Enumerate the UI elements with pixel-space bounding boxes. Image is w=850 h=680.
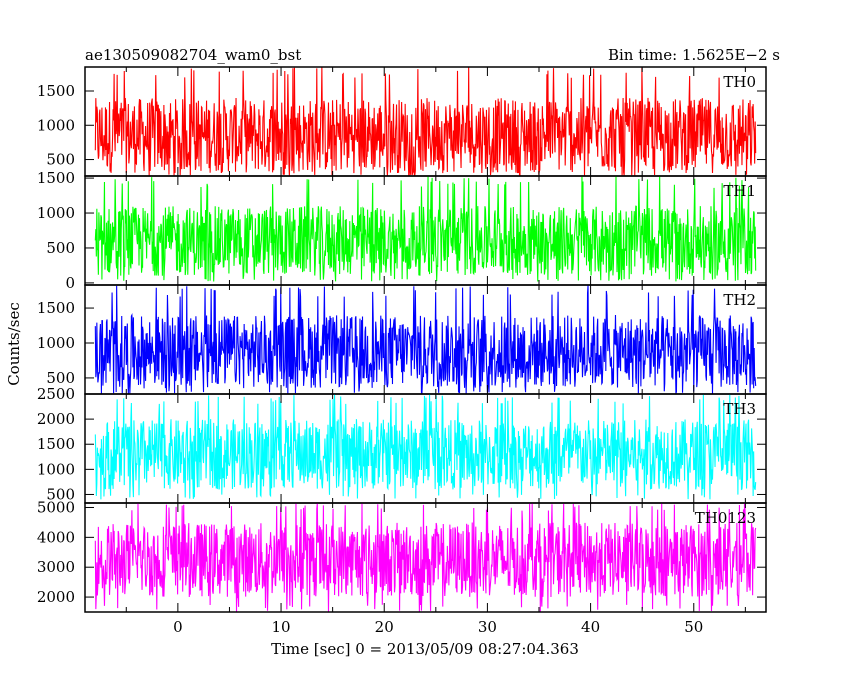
y-tick-label: 500 — [46, 151, 75, 169]
panel-th2: 500 1000 1500 TH2 — [37, 284, 767, 395]
y-tick-label: 4000 — [37, 528, 75, 546]
y-tick-label: 5000 — [37, 498, 75, 516]
y-tick-label: 1000 — [37, 460, 75, 478]
y-axis-label: Counts/sec — [5, 302, 23, 386]
y-tick-label: 1500 — [37, 299, 75, 317]
x-tick-label: 40 — [581, 618, 600, 636]
x-tick-label: 30 — [478, 618, 497, 636]
panel-frame — [84, 502, 767, 613]
panel-th0123: 2000 3000 4000 5000 TH0123 — [37, 498, 767, 613]
panel-label-th0123: TH0123 — [695, 509, 756, 527]
series-line-th2 — [94, 285, 757, 394]
x-tick-label: 10 — [271, 618, 290, 636]
panel-th3: 500 1000 1500 2000 2500 TH3 — [37, 385, 767, 504]
x-tick-label: 0 — [173, 618, 183, 636]
y-tick-label: 3000 — [37, 558, 75, 576]
panel-label-th0: TH0 — [723, 73, 756, 91]
y-tick-label: 2000 — [37, 588, 75, 606]
y-tick-label: 1500 — [37, 169, 75, 187]
panel-th1: 0 500 1000 1500 TH1 — [37, 169, 767, 292]
panel-th0: 500 1000 1500 TH0 — [37, 66, 767, 177]
y-tick-label: 2500 — [37, 385, 75, 403]
y-tick-label: 1000 — [37, 204, 75, 222]
y-tick-label: 0 — [65, 274, 75, 292]
x-tick-label: 20 — [375, 618, 394, 636]
y-tick-label: 500 — [46, 485, 75, 503]
y-tick-label: 500 — [46, 239, 75, 257]
panel-label-th3: TH3 — [723, 400, 756, 418]
series-line-th0123 — [94, 503, 757, 612]
series-line-th0 — [94, 67, 757, 176]
figure-title-left: ae130509082704_wam0_bst — [85, 46, 301, 64]
figure-title-right: Bin time: 1.5625E−2 s — [608, 46, 780, 64]
y-tick-label: 1000 — [37, 116, 75, 134]
x-tick-label: 50 — [684, 618, 703, 636]
panel-label-th1: TH1 — [723, 182, 756, 200]
series-line-th3 — [94, 394, 757, 500]
y-tick-label: 500 — [46, 369, 75, 387]
x-axis-label: Time [sec] 0 = 2013/05/09 08:27:04.363 — [271, 640, 579, 658]
y-tick-label: 1500 — [37, 82, 75, 100]
y-tick-label: 2000 — [37, 410, 75, 428]
panel-label-th2: TH2 — [723, 291, 756, 309]
series-line-th1 — [94, 176, 757, 282]
y-tick-label: 1500 — [37, 435, 75, 453]
y-tick-label: 1000 — [37, 334, 75, 352]
